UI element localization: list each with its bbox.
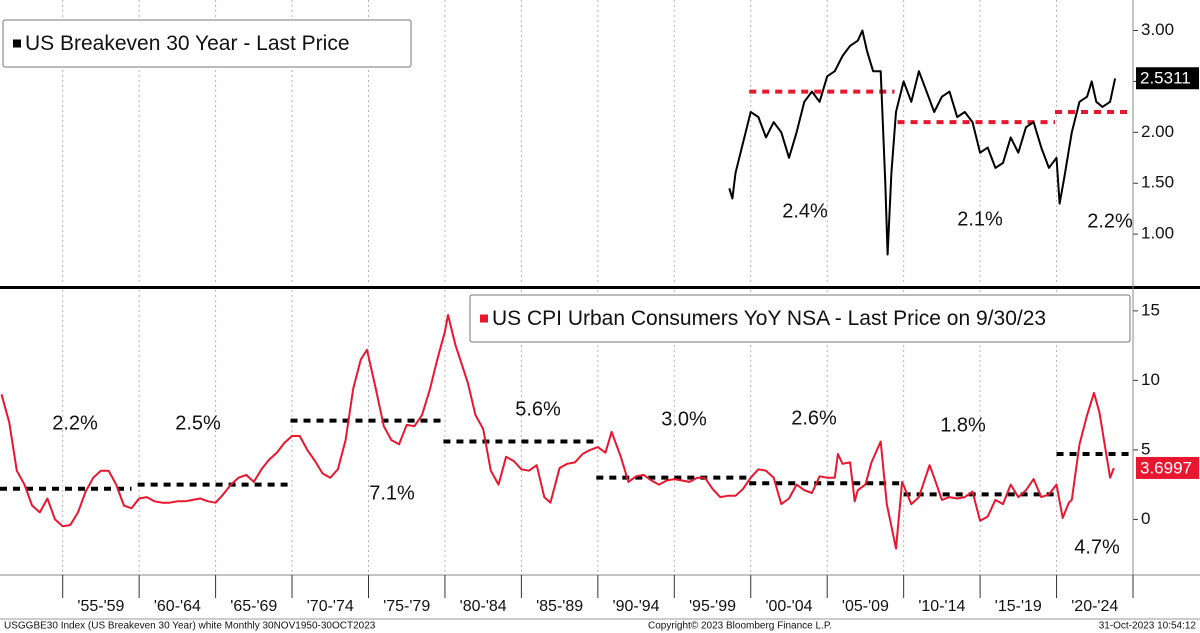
x-period-label: '95-'99 [689,598,736,615]
x-period-label: '15-'19 [995,598,1042,615]
y-tick-label: 2.00 [1141,122,1174,141]
average-label: 2.6% [791,407,837,429]
legend-box [469,294,1131,343]
last-price-box [1136,456,1199,479]
average-label: 2.1% [957,208,1003,230]
average-label: 5.6% [515,398,561,420]
x-period-label: '20-'24 [1071,598,1118,615]
x-period-label: '65-'69 [230,598,277,615]
x-period-label: '55-'59 [77,598,124,615]
average-label: 3.0% [661,408,707,430]
last-price-box [1136,67,1199,90]
footer-right: 31-Oct-2023 10:54:12 [1099,621,1197,632]
footer-center: Copyright© 2023 Bloomberg Finance L.P. [648,621,832,632]
x-period-label: '10-'14 [918,598,965,615]
average-label: 1.8% [940,414,986,436]
y-tick-label: 5 [1141,439,1150,458]
average-label: 4.7% [1074,536,1120,558]
legend-box [2,19,412,68]
x-period-label: '85-'89 [536,598,583,615]
legend-marker [480,314,488,323]
average-label: 2.5% [175,412,221,434]
y-tick-label: 1.50 [1141,173,1174,192]
x-period-label: '75-'79 [383,598,430,615]
y-tick-label: 10 [1141,370,1160,389]
last-price-label: 2.5311 [1140,69,1191,88]
legend-marker [13,39,21,48]
legend-label: US Breakeven 30 Year - Last Price [25,32,350,55]
x-period-label: '00-'04 [765,598,812,615]
legend-label: US CPI Urban Consumers YoY NSA - Last Pr… [492,307,1046,330]
y-tick-label: 15 [1141,300,1160,319]
average-label: 7.1% [369,482,415,504]
x-period-label: '70-'74 [307,598,354,615]
series-line [728,29,1117,256]
y-tick-label: 0 [1141,509,1150,528]
average-label: 2.2% [1087,210,1133,232]
series-line [0,314,1115,550]
x-period-label: '05-'09 [842,598,889,615]
average-label: 2.4% [782,200,828,222]
y-tick-label: 3.00 [1141,20,1174,39]
x-period-label: '90-'94 [613,598,660,615]
last-price-label: 3.6997 [1140,458,1192,477]
y-tick-label: 1.00 [1141,224,1174,243]
average-label: 2.2% [52,412,98,434]
footer-left: USGGBE30 Index (US Breakeven 30 Year) wh… [4,621,376,632]
x-period-label: '80-'84 [460,598,507,615]
x-period-label: '60-'64 [154,598,201,615]
